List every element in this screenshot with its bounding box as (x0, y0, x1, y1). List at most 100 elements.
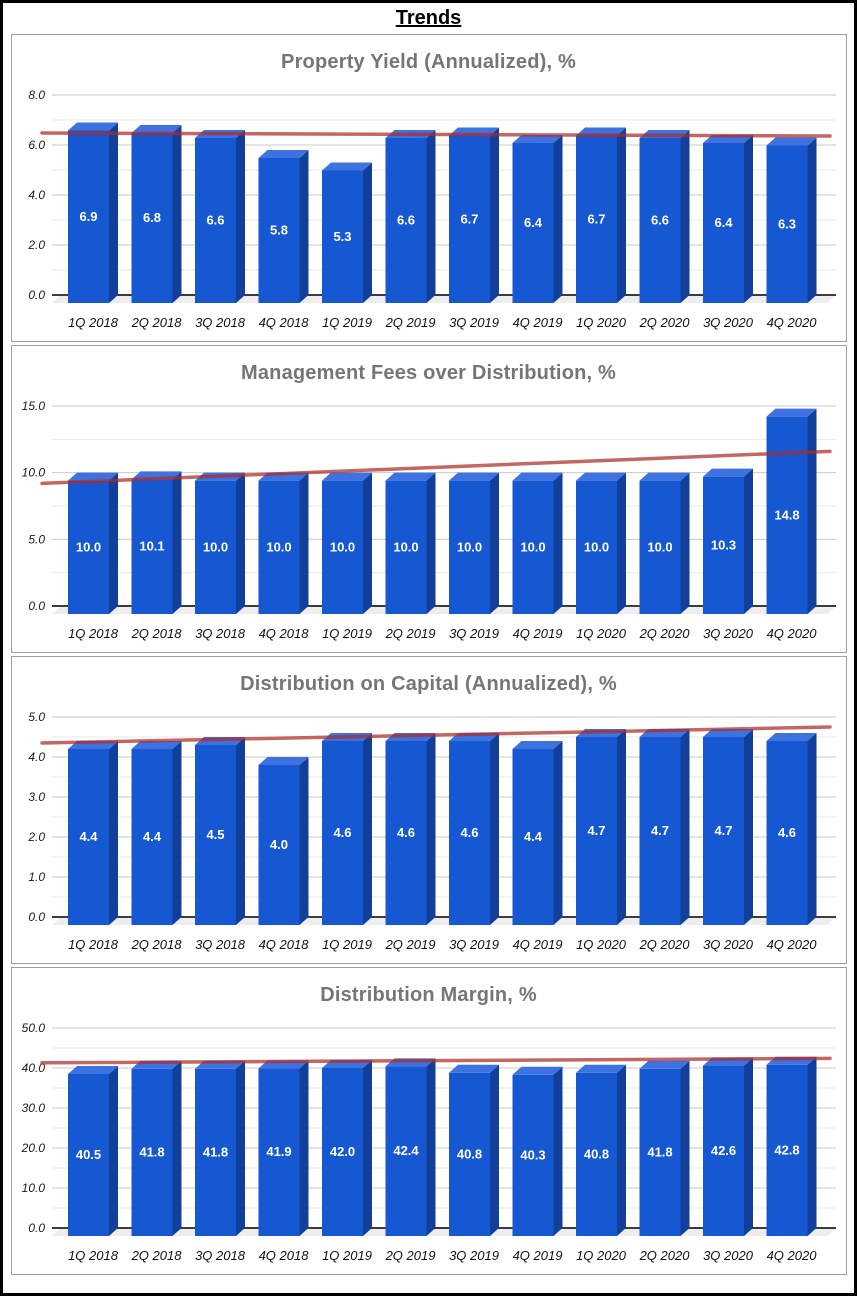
bar (575, 480, 617, 614)
bar (702, 737, 744, 925)
bar-value-label: 4.0 (269, 837, 287, 852)
bar-value-label: 6.9 (79, 209, 97, 224)
bar-side-face (426, 1058, 435, 1236)
bar-value-label: 4.4 (523, 829, 542, 844)
bar-value-label: 10.0 (583, 539, 608, 554)
x-axis-tick-label: 1Q 2018 (68, 315, 119, 330)
bar-value-label: 10.0 (266, 539, 291, 554)
x-axis-tick-label: 4Q 2019 (512, 315, 562, 330)
bar (258, 1068, 299, 1236)
bar-side-face (807, 733, 816, 925)
y-axis-tick-label: 30.0 (21, 1101, 45, 1115)
bar-side-face (807, 408, 816, 614)
x-axis-tick-label: 4Q 2020 (766, 1248, 817, 1263)
y-axis-tick-label: 6.0 (28, 138, 45, 152)
bar-value-label: 41.9 (266, 1144, 291, 1159)
y-axis-tick-label: 0.0 (28, 599, 45, 613)
bar (385, 480, 426, 614)
bar-value-label: 6.8 (142, 210, 160, 225)
x-axis-tick-label: 4Q 2020 (766, 315, 817, 330)
bar (194, 138, 236, 303)
bar (131, 749, 172, 925)
bar-side-face (553, 135, 562, 303)
x-axis-tick-label: 3Q 2018 (195, 626, 246, 641)
bar (258, 480, 299, 614)
bar (131, 133, 172, 303)
bar (67, 1074, 109, 1236)
x-axis-tick-label: 4Q 2018 (258, 937, 309, 952)
y-axis-tick-label: 1.0 (28, 870, 45, 884)
bar-value-label: 10.0 (329, 539, 354, 554)
bar-value-label: 10.3 (710, 537, 735, 552)
bar (702, 476, 744, 614)
bar-value-label: 4.7 (587, 823, 605, 838)
x-axis-tick-label: 3Q 2020 (703, 1248, 754, 1263)
x-axis-tick-label: 1Q 2020 (576, 937, 627, 952)
bar (67, 749, 109, 925)
bar-value-label: 4.6 (396, 825, 414, 840)
bar (321, 480, 363, 614)
bar (512, 1074, 553, 1236)
bar-top-face (321, 472, 372, 481)
bar-value-label: 42.4 (393, 1143, 419, 1158)
bar-value-label: 40.8 (583, 1146, 608, 1161)
bar-top-face (702, 468, 753, 477)
bar (321, 1068, 363, 1236)
bar-value-label: 4.7 (650, 823, 668, 838)
y-axis-tick-label: 50.0 (21, 1021, 45, 1035)
y-axis-tick-label: 10.0 (21, 466, 45, 480)
x-axis-tick-label: 3Q 2019 (449, 315, 499, 330)
y-axis-tick-label: 0.0 (28, 910, 45, 924)
bar-value-label: 10.0 (520, 539, 545, 554)
bar-top-face (639, 1060, 689, 1069)
bar-side-face (807, 137, 816, 303)
y-axis-tick-label: 3.0 (28, 790, 45, 804)
bar-side-face (426, 130, 435, 303)
bar-side-face (743, 729, 753, 925)
bar (448, 741, 490, 925)
x-axis-tick-label: 1Q 2020 (576, 1248, 627, 1263)
bar-value-label: 10.1 (139, 539, 164, 554)
bar-top-face (639, 472, 689, 481)
chart-distribution-margin: 0.0 10.0 20.0 30.0 40.0 50.0 1Q 2018 2Q 2018 3Q … (20, 1021, 836, 1263)
bar (448, 135, 490, 303)
bar (512, 749, 553, 925)
bar-side-face (362, 1060, 372, 1236)
bar-side-face (235, 1060, 245, 1236)
bar-top-face (448, 472, 499, 481)
chart-panel-property-yield: Property Yield (Annualized), % 0.0 2.0 4.0… (10, 34, 847, 342)
bar-value-label: 6.7 (587, 211, 605, 226)
bar (321, 170, 363, 303)
bar-value-label: 10.0 (647, 539, 672, 554)
bar (512, 480, 553, 614)
bar-side-face (299, 150, 308, 303)
bar-top-face (512, 472, 562, 481)
bar-side-face (108, 472, 118, 614)
chart-panel-distribution-on-capital: Distribution on Capital (Annualized), % … (10, 656, 847, 964)
bar-side-face (235, 130, 245, 303)
bar-value-label: 6.7 (460, 211, 478, 226)
bar-value-label: 6.4 (714, 215, 733, 230)
bar-value-label: 42.0 (329, 1144, 354, 1159)
x-axis-tick-label: 2Q 2018 (130, 937, 182, 952)
bar (194, 1068, 236, 1236)
bar-top-face (766, 733, 816, 741)
bar-side-face (299, 757, 308, 925)
x-axis-tick-label: 2Q 2020 (638, 1248, 690, 1263)
bar-value-label: 4.6 (777, 825, 795, 840)
chart-distribution-on-capital: 0.0 1.0 2.0 3.0 4.0 5.0 1Q 2018 2Q 2018 3Q 2018 4… (27, 710, 836, 952)
bar-top-face (512, 741, 562, 749)
bar (575, 1072, 617, 1236)
bar-side-face (743, 135, 753, 303)
bar-side-face (489, 1064, 499, 1236)
bar-value-label: 4.6 (460, 825, 478, 840)
bar (639, 737, 680, 925)
x-axis-tick-label: 2Q 2018 (130, 1248, 182, 1263)
y-axis-tick-label: 5.0 (28, 710, 45, 724)
bar-top-face (67, 1066, 118, 1074)
bar-top-face (575, 1064, 626, 1073)
chart-panel-distribution-margin: Distribution Margin, % 0.0 10.0 20.0 30.0 40… (10, 967, 847, 1275)
chart-property-yield: 0.0 2.0 4.0 6.0 8.0 1Q 2018 2Q 2018 3Q 2018 4Q 2… (27, 88, 836, 330)
x-axis-tick-label: 1Q 2020 (576, 626, 627, 641)
bar-top-face (766, 408, 816, 417)
